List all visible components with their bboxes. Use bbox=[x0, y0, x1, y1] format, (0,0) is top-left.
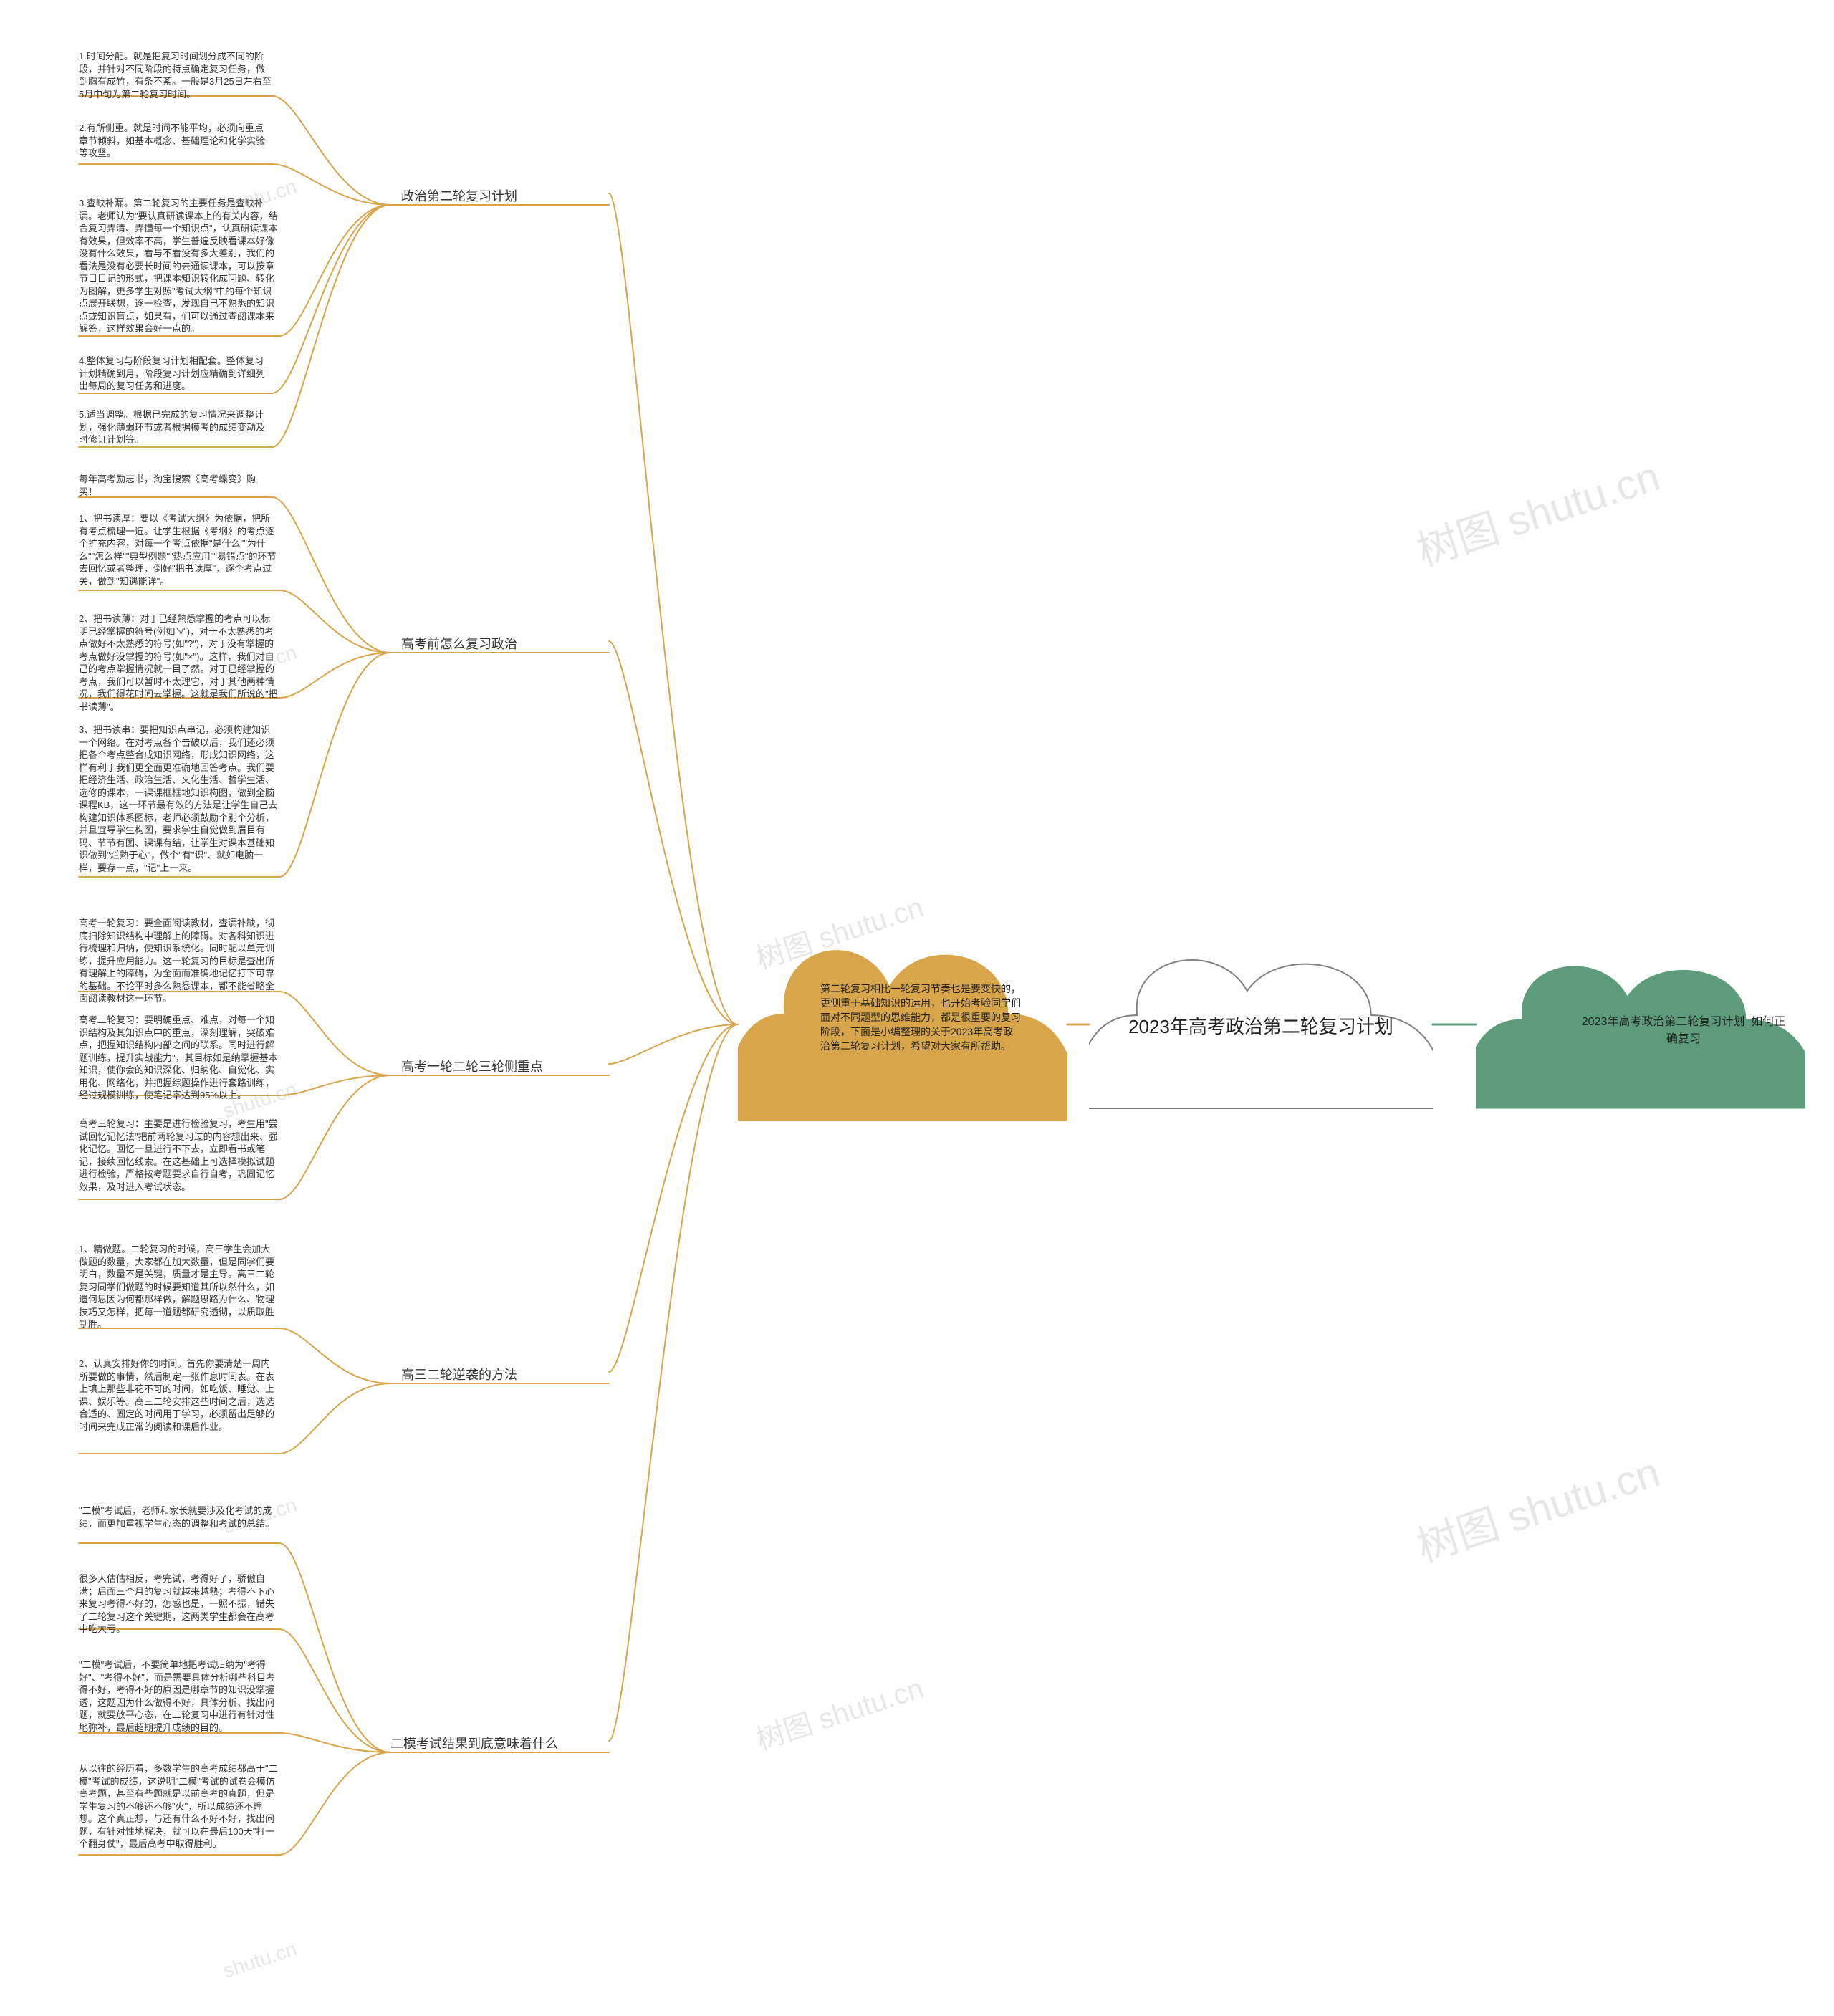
leaf-text: 3、把书读串：要把知识点串记，必须构建知识一个网络。在对考点各个击破以后，我们还… bbox=[79, 724, 279, 874]
leaf-text: "二模"考试后，老师和家长就要涉及化考试的成绩，而更加重视学生心态的调整和考试的… bbox=[79, 1504, 279, 1540]
cloud-right-label: 2023年高考政治第二轮复习计划_如何正确复习 bbox=[1576, 1012, 1791, 1046]
cloud-left-label: 第二轮复习相比一轮复习节奏也是要变快的，更侧重于基础知识的运用，也开始考验同学们… bbox=[820, 981, 1021, 1125]
watermark: 树图 shutu.cn bbox=[750, 884, 928, 977]
cloud-center-label: 2023年高考政治第二轮复习计划 bbox=[1118, 1007, 1404, 1044]
branch-label: 高考前怎么复习政治 bbox=[401, 634, 587, 653]
leaf-text: 很多人估估相反，考完试，考得好了，骄傲自满；后面三个月的复习就越来越熟；考得不下… bbox=[79, 1573, 279, 1626]
leaf-text: 高考一轮复习：要全面阅读教材，查漏补缺，彻底扫除知识结构中理解上的障碍。对各科知… bbox=[79, 917, 279, 989]
leaf-text: 每年高考励志书，淘宝搜索《高考蝶变》购买！ bbox=[79, 473, 272, 494]
branch-label: 高考一轮二轮三轮侧重点 bbox=[401, 1057, 587, 1075]
leaf-text: 2、把书读薄：对于已经熟悉掌握的考点可以标明已经掌握的符号(例如"√")，对于不… bbox=[79, 613, 279, 695]
branch-label: 高三二轮逆袭的方法 bbox=[401, 1365, 587, 1383]
leaf-text: 1、精做题。二轮复习的时候，高三学生会加大做题的数量，大家都在加大数量，但是同学… bbox=[79, 1243, 279, 1325]
leaf-text: 4.整体复习与阶段复习计划相配套。整体复习计划精确到月，阶段复习计划应精确到详细… bbox=[79, 355, 272, 390]
watermark: shutu.cn bbox=[221, 1937, 300, 1982]
leaf-text: 5.适当调整。根据已完成的复习情况来调整计划，强化薄弱环节或者根据模考的成绩变动… bbox=[79, 408, 272, 444]
watermark: 树图 shutu.cn bbox=[1408, 443, 1666, 577]
leaf-text: 1.时间分配。就是把复习时间划分成不同的阶段，并针对不同阶段的特点确定复习任务，… bbox=[79, 50, 272, 93]
leaf-text: 高考二轮复习：要明确重点、难点，对每一个知识结构及其知识点中的重点，深刻理解，突… bbox=[79, 1014, 279, 1093]
leaf-text: "二模"考试后，不要简单地把考试归纳为"考得好"、"考得不好"，而是需要具体分析… bbox=[79, 1659, 279, 1730]
leaf-text: 2.有所侧重。就是时间不能平均，必须向重点章节倾斜，如基本概念、基础理论和化学实… bbox=[79, 122, 272, 161]
watermark: 树图 shutu.cn bbox=[750, 1665, 928, 1758]
leaf-text: 2、认真安排好你的时间。首先你要清楚一周内所要做的事情，然后制定一张作息时间表。… bbox=[79, 1358, 279, 1451]
leaf-text: 1、把书读厚：要以《考试大纲》为依据，把所有考点梳理一遍。让学生根据《考纲》的考… bbox=[79, 512, 279, 587]
leaf-text: 从以往的经历看，多数学生的高考成绩都高于"二模"考试的成绩，这说明"二模"考试的… bbox=[79, 1762, 279, 1852]
leaf-text: 高考三轮复习：主要是进行检验复习，考生用"尝试回忆记忆法"把前两轮复习过的内容想… bbox=[79, 1118, 279, 1196]
leaf-text: 3.查缺补漏。第二轮复习的主要任务是查缺补漏。老师认为"要认真研读课本上的有关内… bbox=[79, 197, 279, 333]
watermark: 树图 shutu.cn bbox=[1408, 1439, 1666, 1573]
branch-label: 二模考试结果到底意味着什么 bbox=[390, 1734, 587, 1752]
branch-label: 政治第二轮复习计划 bbox=[401, 186, 587, 205]
